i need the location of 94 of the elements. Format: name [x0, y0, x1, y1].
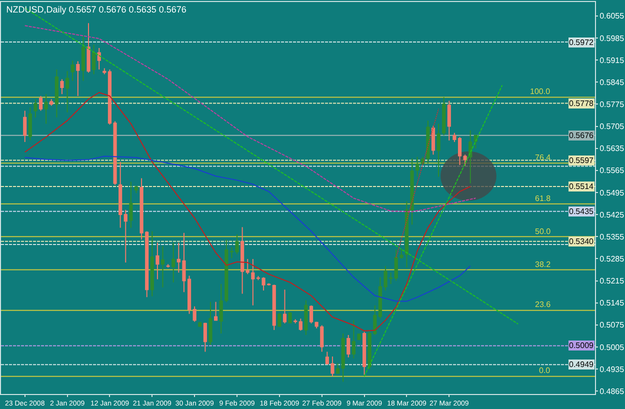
candlestick	[76, 60, 80, 96]
annotation: 0.0	[539, 366, 551, 375]
candlestick	[208, 301, 212, 346]
candlestick	[362, 331, 366, 376]
y-tick-label: 0.5145	[600, 298, 625, 308]
candlestick	[309, 304, 314, 324]
candlestick	[436, 123, 440, 178]
ref-line-label: 0.4949	[569, 360, 594, 369]
y-tick-label: 0.4865	[600, 386, 625, 396]
y-tick-label: 0.5285	[600, 254, 625, 264]
ref-line-label: 0.5676	[569, 131, 594, 140]
y-tick-label: 0.5845	[600, 78, 625, 87]
candlestick	[336, 362, 340, 374]
candlestick	[102, 68, 106, 75]
y-tick-label: 0.5215	[600, 276, 625, 286]
candlestick	[134, 185, 138, 194]
candlestick	[272, 284, 276, 330]
candlestick	[86, 22, 90, 74]
y-tick-label: 0.5705	[600, 122, 625, 132]
annotation: 76.4	[535, 153, 552, 162]
annotation: 23.6	[535, 300, 552, 309]
y-tick-label: 0.5005	[600, 342, 625, 352]
candlestick	[341, 332, 345, 382]
y-tick-label: 0.5775	[600, 100, 625, 109]
candlestick	[156, 242, 160, 280]
candlestick	[474, 134, 478, 149]
y-tick-label: 0.5495	[600, 188, 625, 198]
candlestick	[298, 318, 302, 332]
line-series	[24, 25, 476, 212]
candlestick	[442, 96, 446, 136]
line-series	[24, 156, 471, 302]
candlestick	[54, 68, 58, 118]
ref-line-label: 0.5435	[569, 207, 594, 216]
annotation: 100.0	[530, 87, 551, 96]
y-tick-label: 0.4935	[600, 364, 625, 374]
candlestick	[198, 321, 202, 328]
ref-line-label: 0.5514	[569, 182, 594, 191]
y-tick-label: 0.5425	[600, 210, 625, 220]
candlestick	[447, 100, 451, 141]
candlestick	[28, 106, 32, 141]
candlestick	[304, 300, 308, 336]
y-tick-label: 0.5985	[600, 34, 625, 43]
y-tick-label: 0.5355	[600, 232, 625, 242]
candlestick	[282, 289, 287, 324]
candlestick	[346, 334, 350, 358]
candlestick	[150, 230, 154, 297]
candlestick	[214, 301, 218, 321]
y-tick-label: 0.5915	[600, 56, 625, 65]
annotation: 38.2	[535, 260, 552, 269]
candlestick	[92, 44, 96, 75]
y-tick-label: 0.5075	[600, 320, 625, 330]
candlestick	[320, 324, 324, 352]
candlestick	[288, 312, 292, 324]
y-tick-label: 0.6055	[600, 12, 625, 21]
candlestick	[314, 321, 318, 329]
ref-line-label: 0.5009	[569, 341, 594, 350]
y-tick-label: 0.5565	[600, 166, 625, 176]
line-series	[24, 92, 471, 332]
ref-line-label: 0.5778	[569, 99, 594, 108]
candlestick	[468, 130, 472, 184]
candlestick	[294, 318, 298, 324]
candlestick	[426, 120, 430, 164]
candlestick	[192, 306, 196, 322]
candlestick	[463, 154, 467, 166]
candlestick	[66, 70, 70, 113]
annotation: 50.0	[535, 227, 552, 236]
ref-line-label: 0.5972	[569, 38, 594, 47]
candlestick	[240, 226, 244, 294]
candlestick	[203, 322, 207, 352]
candlestick	[278, 312, 282, 328]
candlestick	[129, 181, 133, 228]
candlestick	[118, 161, 122, 228]
candlestick	[60, 78, 64, 95]
candlestick	[38, 95, 43, 112]
candlestick	[34, 98, 38, 118]
candlestick	[416, 156, 420, 178]
candlestick	[97, 48, 101, 70]
y-tick-label: 0.5635	[600, 144, 625, 154]
candlestick	[81, 36, 85, 82]
annotation: 61.8	[535, 194, 552, 203]
candlestick	[172, 242, 176, 283]
ref-line-label: 0.5597	[569, 156, 594, 165]
candlestick	[50, 98, 54, 106]
candlestick	[431, 125, 436, 156]
ref-line-label: 0.5340	[569, 237, 594, 246]
chart-title: NZDUSD,Daily 0.5657 0.5676 0.5635 0.5676	[6, 4, 186, 14]
candlestick	[44, 94, 48, 124]
candlestick	[352, 320, 356, 359]
candlestick	[124, 209, 128, 263]
candlestick	[166, 264, 170, 268]
candlestick	[160, 246, 165, 288]
candlestick	[70, 60, 74, 82]
candlestick	[23, 110, 27, 143]
candlestick	[357, 332, 361, 341]
